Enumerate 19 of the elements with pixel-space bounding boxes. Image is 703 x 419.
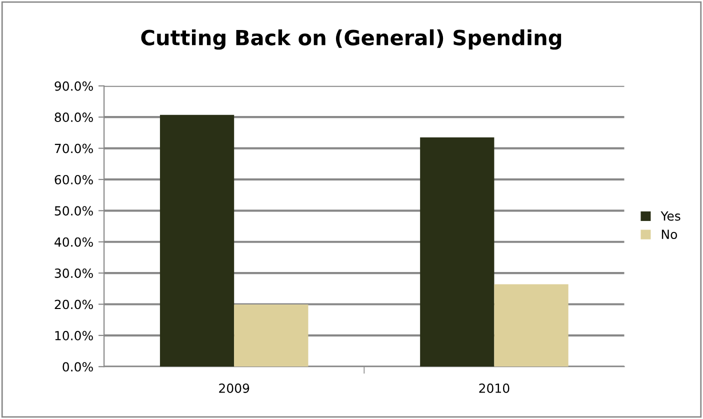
- x-tick-label: 2009: [219, 384, 250, 393]
- bar: [420, 137, 494, 367]
- y-tick-label: 90.0%: [54, 81, 93, 91]
- y-tick-label: 60.0%: [54, 174, 93, 184]
- x-tick-label: 2010: [479, 384, 510, 393]
- legend-label: Yes: [660, 211, 680, 221]
- bar: [234, 304, 308, 367]
- y-tick-label: 30.0%: [54, 268, 93, 278]
- y-tick-label: 50.0%: [54, 206, 93, 216]
- y-tick-label: 10.0%: [55, 330, 93, 340]
- y-tick-label: 0.0%: [62, 362, 93, 372]
- bar: [160, 114, 234, 367]
- y-tick-label: 40.0%: [54, 237, 93, 247]
- legend-label: No: [662, 230, 678, 240]
- y-tick-label: 20.0%: [54, 300, 93, 310]
- y-tick-label: 70.0%: [54, 144, 93, 154]
- chart-title: Cutting Back on (General) Spending: [141, 29, 562, 50]
- bar: [494, 284, 568, 367]
- y-tick-label: 80.0%: [54, 112, 93, 122]
